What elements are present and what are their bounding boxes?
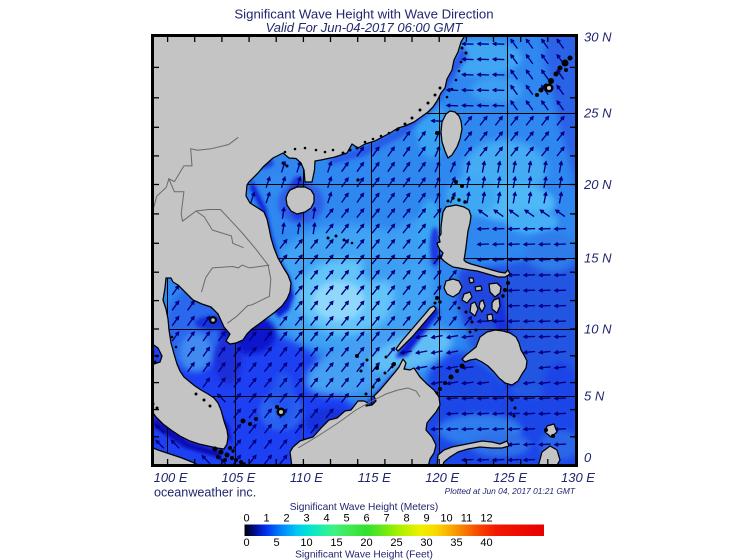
svg-text:20: 20 [360, 537, 372, 549]
svg-text:25 N: 25 N [583, 106, 612, 121]
svg-text:40: 40 [480, 537, 492, 549]
svg-text:25: 25 [390, 537, 402, 549]
svg-text:35: 35 [450, 537, 462, 549]
svg-text:Plotted at Jun 04, 2017 01:21: Plotted at Jun 04, 2017 01:21 GMT [445, 486, 576, 496]
svg-text:105 E: 105 E [222, 470, 256, 485]
svg-text:10: 10 [300, 537, 312, 549]
svg-text:5 N: 5 N [584, 389, 605, 404]
svg-text:Significant Wave Height (Feet): Significant Wave Height (Feet) [295, 550, 433, 560]
svg-text:30: 30 [420, 537, 432, 549]
svg-text:12: 12 [480, 513, 492, 525]
svg-text:7: 7 [383, 513, 389, 525]
svg-text:15: 15 [330, 537, 342, 549]
svg-text:0: 0 [243, 513, 249, 525]
svg-text:5: 5 [273, 537, 279, 549]
svg-text:11: 11 [461, 513, 472, 525]
svg-text:9: 9 [423, 513, 429, 525]
svg-text:0: 0 [243, 537, 249, 549]
svg-text:10: 10 [440, 513, 452, 525]
svg-text:130 E: 130 E [561, 470, 595, 485]
svg-text:5: 5 [343, 513, 349, 525]
svg-text:oceanweather inc.: oceanweather inc. [154, 486, 256, 500]
svg-text:110 E: 110 E [290, 470, 323, 485]
svg-text:Significant Wave Height (Meter: Significant Wave Height (Meters) [290, 502, 439, 513]
svg-text:Valid For Jun-04-2017 06:00 GM: Valid For Jun-04-2017 06:00 GMT [266, 20, 464, 35]
svg-text:2: 2 [283, 513, 289, 525]
svg-text:15 N: 15 N [584, 251, 612, 266]
svg-text:8: 8 [403, 513, 409, 525]
svg-text:1: 1 [263, 513, 269, 525]
svg-text:4: 4 [323, 513, 329, 525]
svg-text:Significant Wave Height with W: Significant Wave Height with Wave Direct… [234, 7, 493, 22]
svg-text:0: 0 [584, 450, 592, 465]
svg-text:10 N: 10 N [584, 322, 612, 337]
svg-text:115 E: 115 E [358, 470, 391, 485]
svg-text:100 E: 100 E [154, 470, 188, 485]
svg-text:120 E: 120 E [425, 470, 459, 485]
svg-text:6: 6 [363, 513, 369, 525]
svg-text:20 N: 20 N [583, 177, 612, 192]
svg-text:30 N: 30 N [584, 30, 612, 45]
svg-text:125 E: 125 E [493, 470, 527, 485]
svg-text:3: 3 [303, 513, 309, 525]
